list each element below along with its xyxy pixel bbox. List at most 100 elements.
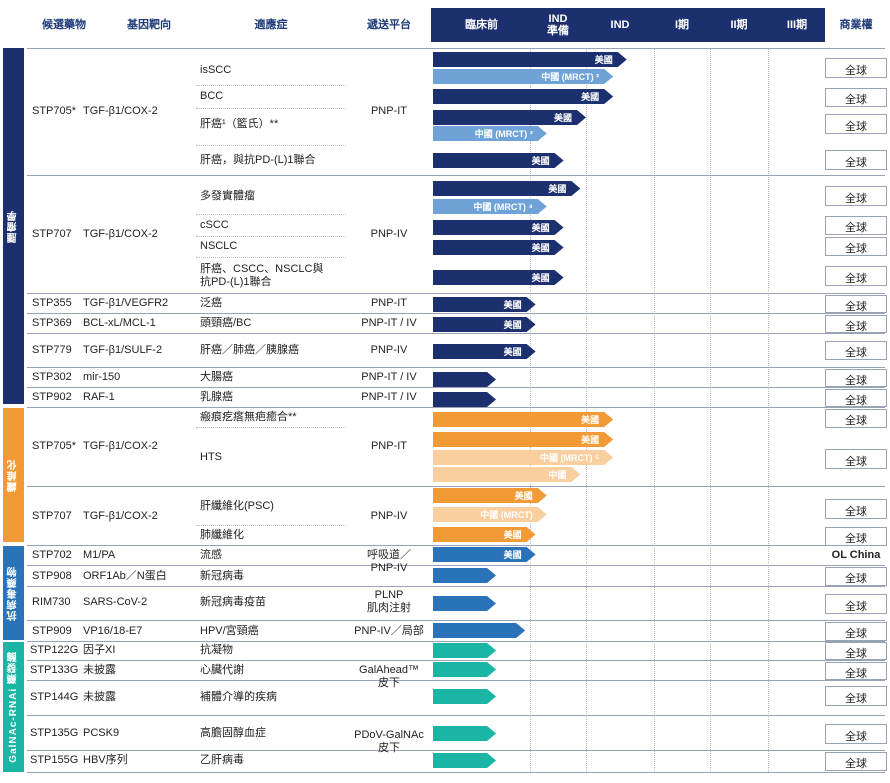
rights-box [825, 237, 887, 256]
target-name: 未披露 [83, 664, 116, 676]
indication-label: 補體介導的疾病 [200, 691, 277, 703]
candidate-name: STP702 [32, 549, 72, 561]
platform-name: PLNP 肌肉注射 [367, 589, 411, 614]
rights-label: 全球 [845, 65, 867, 77]
row-divider [27, 367, 885, 368]
candidate-name: STP705* [32, 440, 77, 452]
indication-label: 瘢痕疙瘩無疤癒合** [200, 411, 297, 423]
indication-label: 新冠病毒疫苗 [200, 596, 266, 608]
rights-box [825, 341, 887, 360]
progress-arrow: 美國 [433, 412, 613, 427]
progress-arrow: 美國 [433, 110, 586, 125]
row-divider [27, 293, 885, 294]
progress-arrow [433, 568, 496, 583]
row-divider [27, 772, 885, 773]
rights-box [825, 216, 887, 235]
progress-arrow: 美國 [433, 344, 536, 359]
progress-arrow: 美國 [433, 547, 536, 562]
rights-box [825, 622, 887, 641]
candidate-name: STP122G [30, 644, 79, 656]
progress-arrow [433, 726, 496, 741]
row-divider [27, 387, 885, 388]
header-phase3: III期 [786, 19, 808, 31]
candidate-name: STP909 [32, 625, 72, 637]
header-ind-prep: IND 準備 [547, 13, 569, 37]
progress-arrow [433, 372, 496, 387]
rights-box [825, 88, 887, 107]
target-name: 未披露 [83, 691, 116, 703]
row-divider [27, 565, 885, 566]
rights-label: 全球 [845, 347, 867, 359]
indication-label: 流感 [200, 549, 222, 561]
indication-divider [196, 427, 346, 428]
category-fibrosis: 纖維化 [3, 408, 24, 542]
category-oncology: 腫瘤學 [3, 48, 24, 404]
candidate-name: STP779 [32, 344, 72, 356]
indication-label: 肺纖維化 [200, 529, 244, 541]
target-name: M1/PA [83, 549, 116, 561]
candidate-name: STP155G [30, 754, 79, 766]
rights-label: 全球 [845, 395, 867, 407]
target-name: ORF1Ab／N蛋白 [83, 570, 167, 582]
rights-box [825, 724, 887, 744]
target-name: BCL-xL/MCL-1 [83, 317, 156, 329]
platform-name: PNP-IT [370, 440, 408, 452]
progress-arrow [433, 753, 496, 768]
progress-arrow: 美國 [433, 527, 536, 542]
progress-arrow: 美國 [433, 220, 564, 235]
progress-arrow: 美國 [433, 488, 547, 503]
progress-arrow: 中國 (MRCT) ⁵ [433, 450, 613, 465]
platform-name: GalAhead™ 皮下 [359, 664, 419, 689]
platform-name: PNP-IV [370, 228, 408, 240]
rights-label: 全球 [845, 415, 867, 427]
row-divider [27, 333, 885, 334]
rights-box [825, 686, 887, 706]
phase-gridline [530, 48, 531, 772]
header-phase2: II期 [730, 19, 748, 31]
indication-divider [196, 145, 346, 146]
target-name: 因子XI [83, 644, 116, 656]
progress-arrow: 中國 (MRCT) ² [433, 69, 613, 84]
indication-label: HPV/宮頸癌 [200, 625, 259, 637]
header-target: 基因靶向 [127, 19, 171, 31]
progress-arrow [433, 392, 496, 407]
platform-name: PNP-IV [370, 510, 408, 522]
row-divider [27, 641, 885, 642]
progress-arrow: 美國 [433, 240, 564, 255]
indication-label: 肝癌、CSCC、NSCLC與 抗PD-(L)1聯合 [200, 263, 324, 288]
progress-arrow: 中國 (MRCT) [433, 507, 547, 522]
rights-label: 全球 [845, 301, 867, 313]
rights-box [825, 389, 887, 407]
progress-arrow: 美國 [433, 181, 580, 196]
platform-name: PNP-IT [370, 105, 408, 117]
indication-label: 多發實體瘤 [200, 190, 255, 202]
rights-label: 全球 [845, 222, 867, 234]
rights-box [825, 752, 887, 771]
progress-arrow [433, 643, 496, 658]
indication-label: 高膽固醇血症 [200, 727, 266, 739]
row-divider [27, 545, 885, 546]
target-name: mir-150 [83, 371, 121, 383]
target-name: VP16/18-E7 [83, 625, 143, 637]
progress-arrow: 中國 [433, 467, 580, 482]
indication-label: 乙肝病毒 [200, 754, 244, 766]
progress-arrow: 美國 [433, 153, 564, 168]
rights-label: 全球 [845, 648, 867, 660]
candidate-name: RIM730 [32, 596, 71, 608]
candidate-name: STP908 [32, 570, 72, 582]
indication-label: isSCC [200, 64, 232, 76]
candidate-name: STP133G [30, 664, 79, 676]
rights-label: OL China [831, 549, 881, 561]
header-preclinical: 臨床前 [465, 19, 498, 31]
target-name: TGF-β1/COX-2 [83, 440, 158, 452]
progress-arrow: 美國 [433, 270, 564, 285]
indication-label: 肝癌／肺癌／胰腺癌 [200, 344, 299, 356]
progress-arrow: 美國 [433, 432, 613, 447]
rights-box [825, 662, 887, 680]
rights-box [825, 499, 887, 519]
target-name: TGF-β1/COX-2 [83, 105, 158, 117]
indication-label: 肝癌，與抗PD-(L)1聯合 [200, 154, 316, 166]
rights-label: 全球 [845, 601, 867, 613]
rights-box [825, 594, 887, 614]
